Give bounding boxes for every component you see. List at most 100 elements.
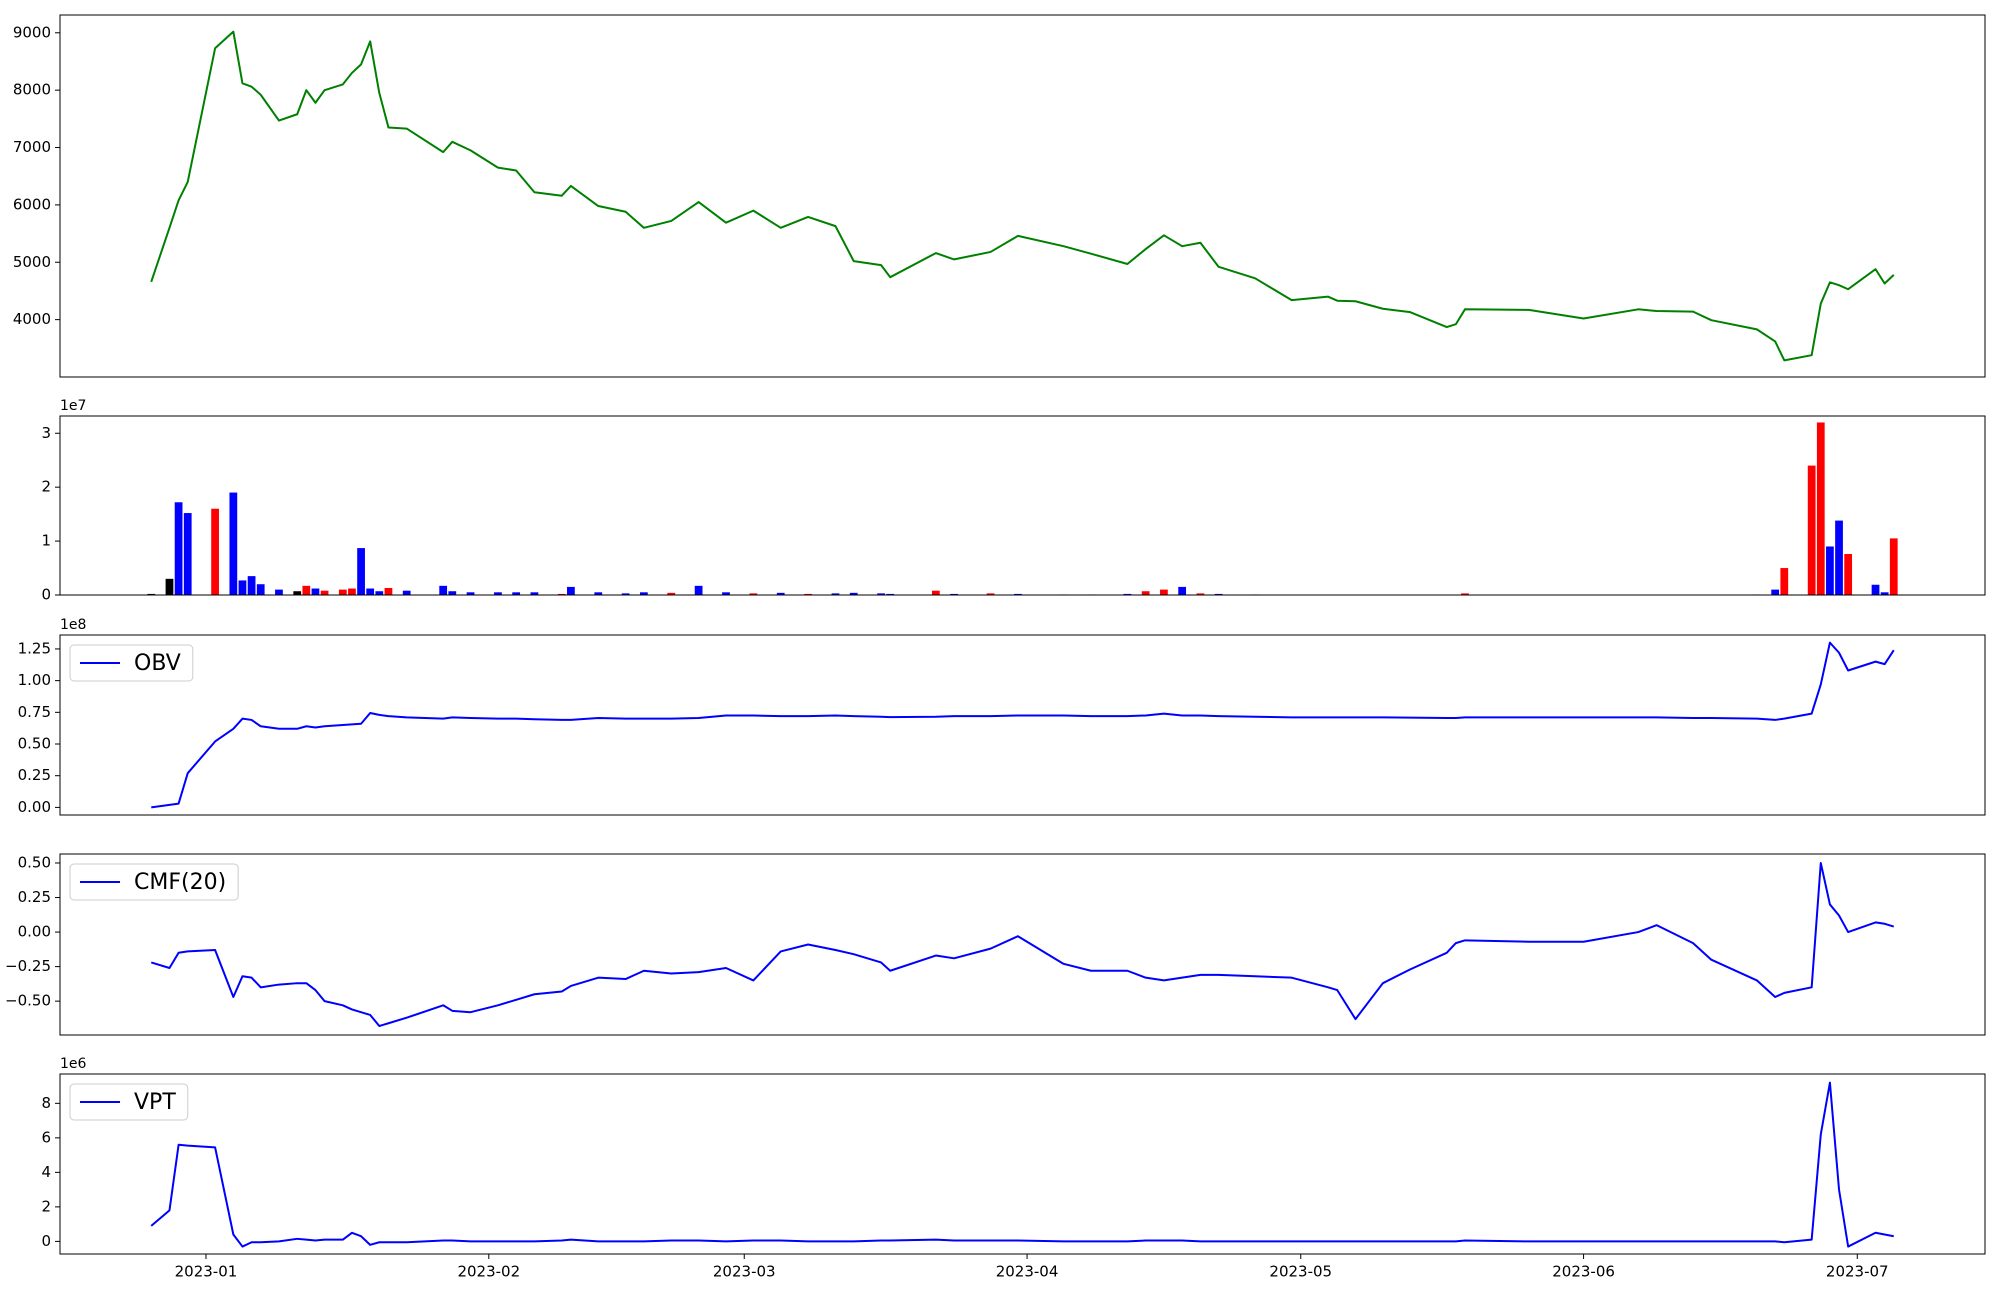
bar — [375, 591, 384, 595]
bar — [831, 593, 840, 595]
bar — [1014, 593, 1022, 595]
bar — [931, 590, 940, 595]
bar — [722, 592, 730, 595]
bar — [448, 591, 457, 595]
bar — [439, 585, 448, 595]
legend-box — [69, 644, 194, 682]
axis-offset: 1e8 — [60, 617, 86, 633]
series-line — [150, 30, 1895, 362]
bar — [950, 593, 958, 595]
y-tick-label: 4 — [41, 1163, 51, 1181]
bar — [275, 589, 283, 595]
bar — [357, 548, 365, 595]
legend-box — [69, 1083, 189, 1121]
bar — [594, 592, 603, 595]
bar — [311, 588, 320, 595]
x-tick-label: 2023-07 — [1826, 1263, 1889, 1281]
bar — [256, 584, 265, 595]
bar — [384, 587, 393, 595]
bar — [667, 592, 676, 595]
axis-offset: 1e6 — [60, 1056, 87, 1072]
bar — [1214, 593, 1223, 595]
x-tick-label: 2023-04 — [996, 1263, 1059, 1281]
y-tick-label: 0 — [41, 586, 51, 604]
y-tick-label: 6 — [41, 1128, 51, 1146]
x-tick-label: 2023-05 — [1269, 1263, 1332, 1281]
y-tick-label: 0.75 — [18, 703, 51, 721]
y-tick-label: −0.25 — [5, 957, 51, 975]
y-tick-label: 8 — [41, 1094, 51, 1112]
x-tick-label: 2023-02 — [457, 1263, 520, 1281]
bar — [886, 593, 895, 595]
bar — [1889, 538, 1898, 595]
y-tick-label: 9000 — [13, 23, 51, 41]
bar — [567, 586, 575, 595]
y-tick-label: 6000 — [13, 195, 51, 213]
plot-area — [60, 416, 1985, 595]
y-tick-label: 7000 — [13, 138, 51, 156]
y-tick-label: 0.25 — [18, 766, 51, 784]
y-tick-label: −0.50 — [5, 992, 51, 1010]
y-tick-label: 2 — [41, 1197, 51, 1215]
bar — [1178, 586, 1187, 595]
y-tick-label: 1.00 — [18, 671, 51, 689]
plot-frame — [59, 415, 1986, 596]
y-tick-label: 0.50 — [18, 853, 51, 871]
bar — [776, 592, 785, 595]
bar — [238, 580, 247, 595]
bar — [1816, 422, 1825, 595]
y-tick-label: 5000 — [13, 253, 51, 271]
bar — [1141, 591, 1150, 595]
plot-frame — [59, 14, 1986, 378]
bar — [640, 592, 648, 595]
bar — [320, 590, 329, 595]
bar — [165, 578, 174, 595]
bar — [402, 590, 411, 595]
y-tick-label: 0.00 — [18, 923, 51, 941]
bar — [1780, 568, 1789, 595]
x-tick-label: 2023-01 — [175, 1263, 238, 1281]
bar — [1807, 465, 1816, 595]
bar — [174, 502, 183, 595]
plot-area — [60, 854, 1985, 1035]
bar — [986, 593, 995, 595]
bar — [530, 592, 539, 595]
y-tick-label: 8000 — [13, 81, 51, 99]
legend-label: CMF(20) — [134, 870, 226, 895]
bar — [1835, 520, 1843, 595]
plot-area — [60, 15, 1985, 377]
legend-label: OBV — [134, 651, 181, 676]
y-tick-label: 1 — [41, 532, 51, 550]
bar — [849, 592, 858, 595]
x-tick-label: 2023-06 — [1552, 1263, 1615, 1281]
y-tick-label: 1.25 — [18, 639, 51, 657]
bar — [1880, 592, 1889, 595]
bar — [147, 593, 156, 595]
series-line — [150, 1081, 1894, 1248]
x-tick-label: 2023-03 — [713, 1263, 776, 1281]
bar — [348, 588, 356, 595]
legend-box — [69, 863, 239, 901]
plot-frame — [59, 853, 1986, 1036]
bar — [804, 593, 812, 595]
bar — [1771, 589, 1780, 595]
bar — [466, 592, 475, 595]
bar — [1826, 546, 1834, 595]
bar — [621, 593, 630, 595]
y-tick-label: 0.25 — [18, 888, 51, 906]
bar — [877, 593, 885, 595]
series-line — [150, 861, 1895, 1028]
plot-frame — [59, 634, 1986, 816]
y-tick-label: 0.00 — [18, 798, 51, 816]
bar — [1123, 593, 1132, 595]
bar — [183, 513, 192, 595]
bar — [1461, 593, 1469, 595]
bar — [694, 585, 703, 595]
axis-offset: 1e7 — [60, 398, 86, 414]
y-tick-label: 0.50 — [18, 735, 51, 753]
series-line — [151, 641, 1895, 809]
bar — [1196, 593, 1205, 595]
y-tick-label: 0 — [41, 1232, 51, 1250]
bar — [229, 492, 238, 595]
